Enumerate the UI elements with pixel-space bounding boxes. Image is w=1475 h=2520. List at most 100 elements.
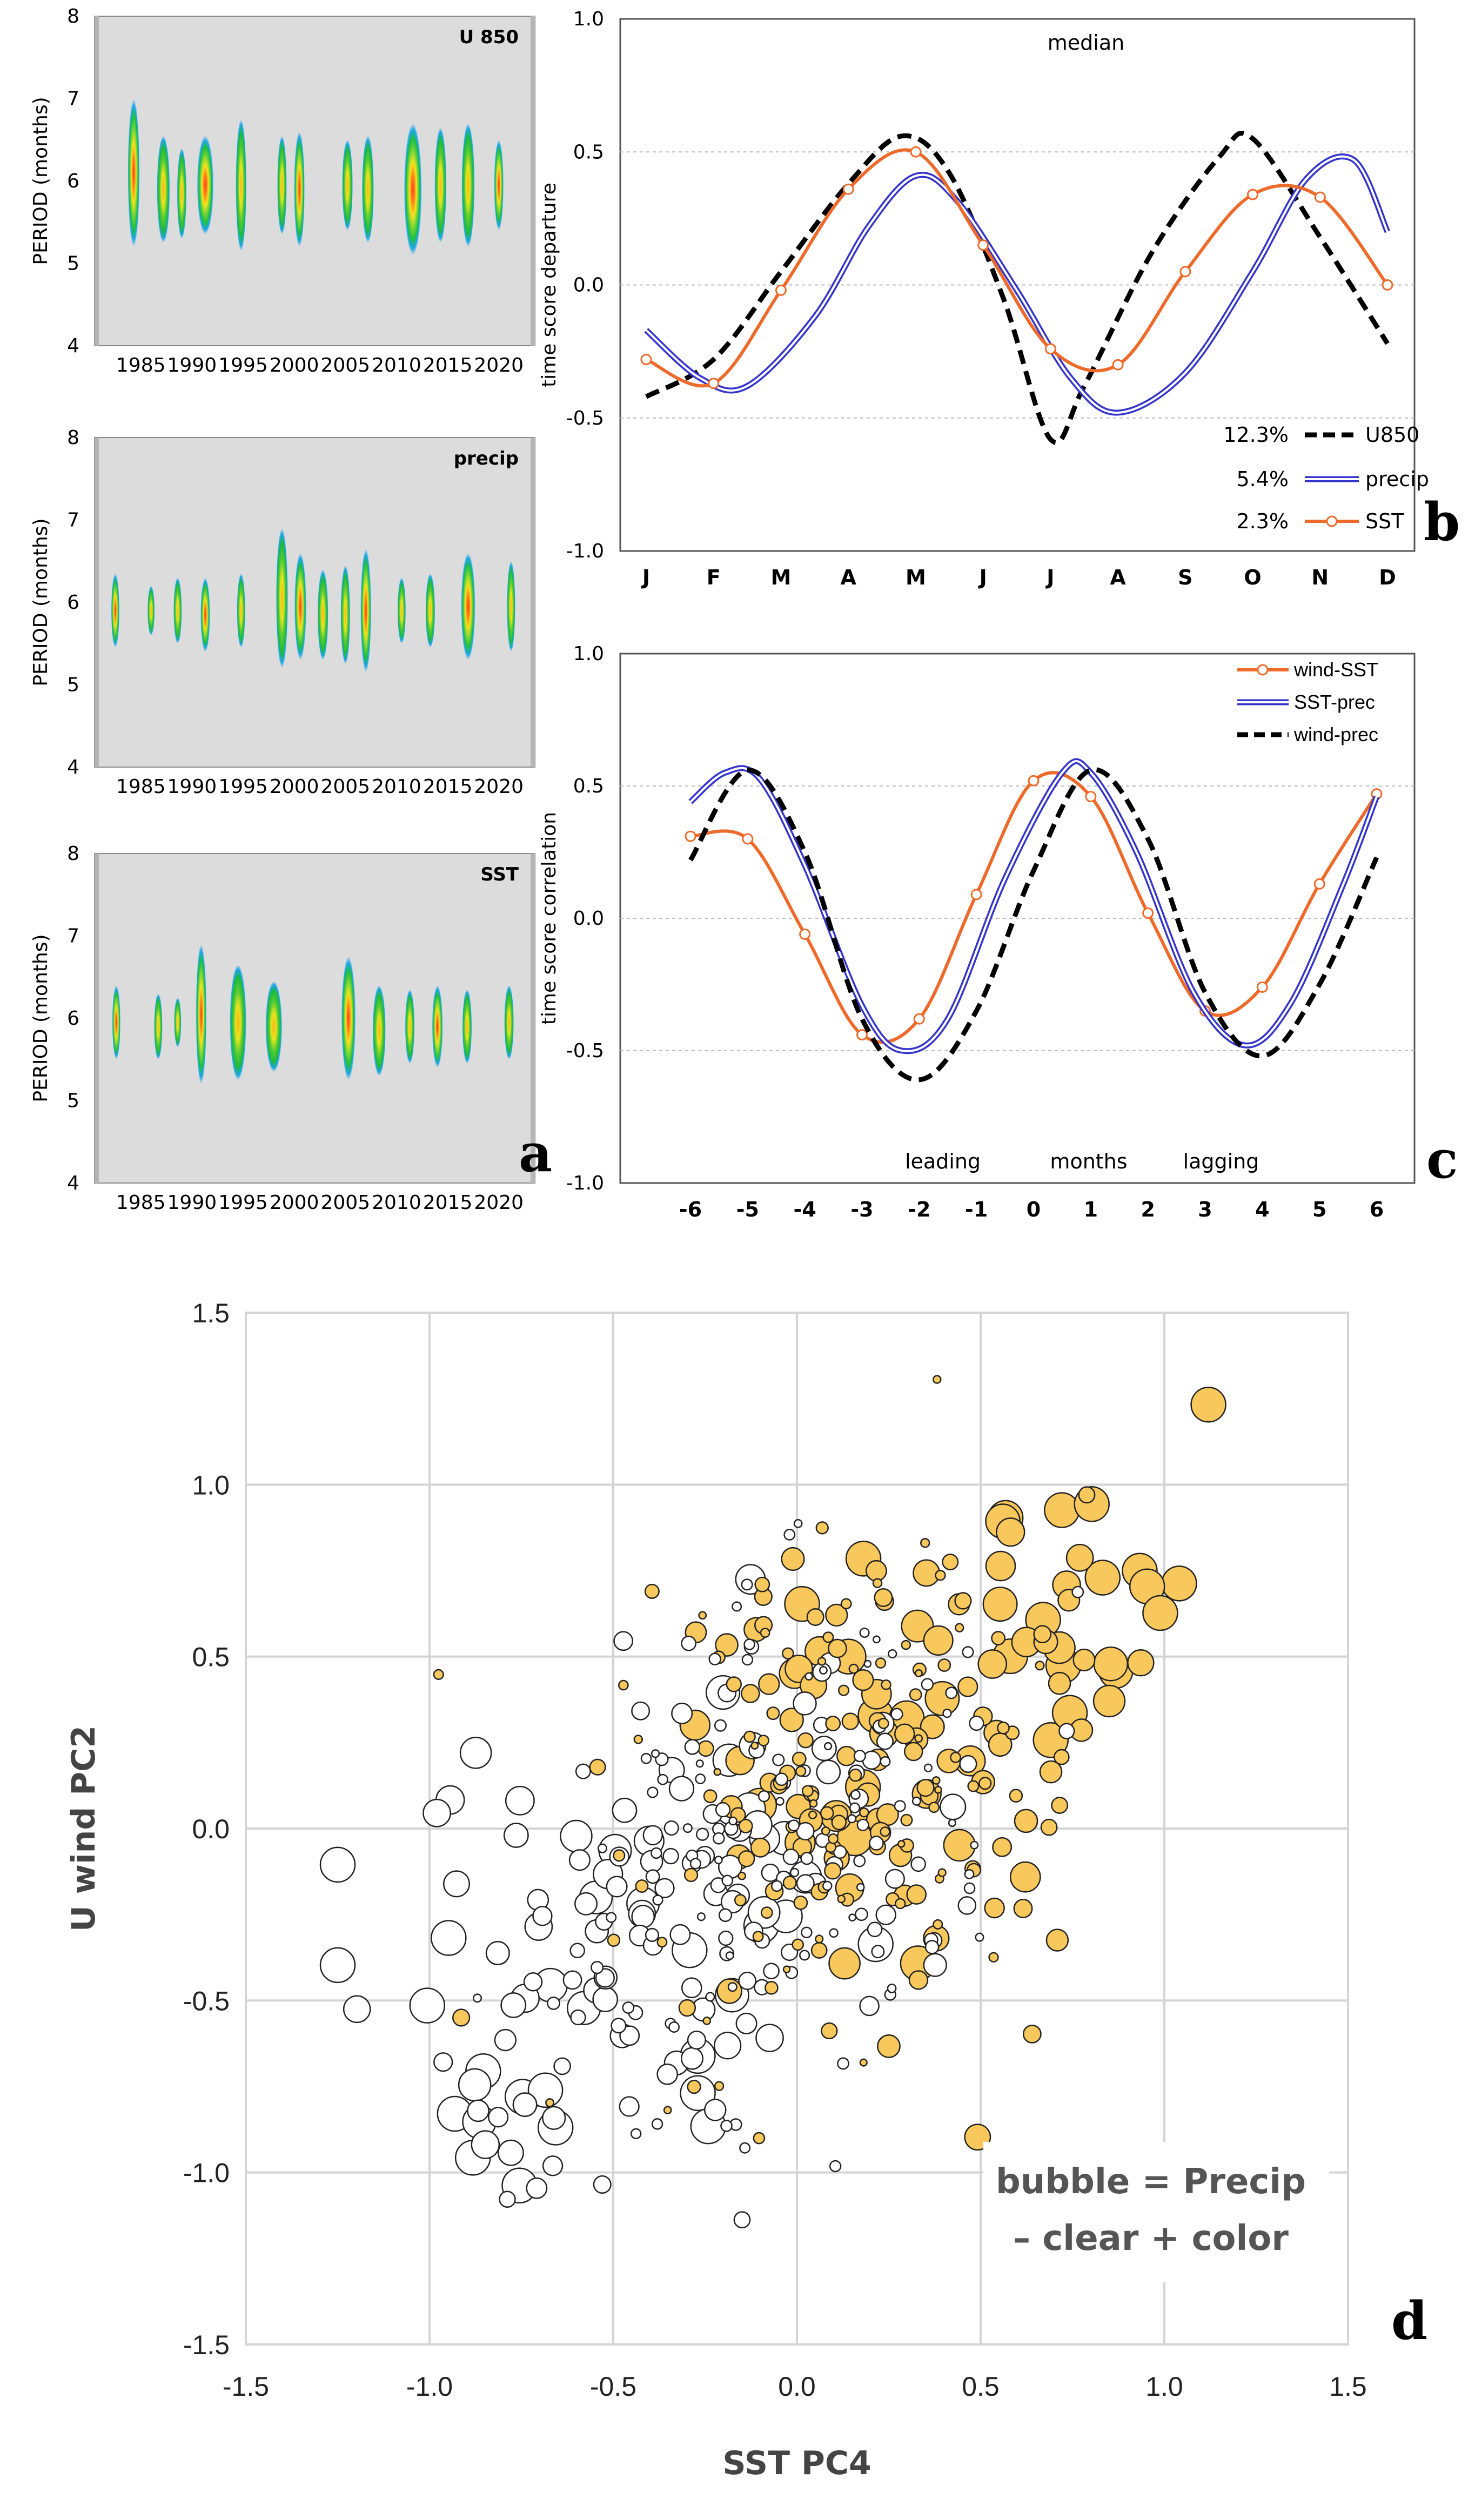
bubble <box>589 1758 606 1776</box>
series-marker <box>1142 907 1154 919</box>
bubble <box>695 1773 706 1784</box>
series-line-inner <box>689 760 1378 1052</box>
bubble <box>1142 1595 1178 1631</box>
bubble <box>825 1716 841 1731</box>
bubble <box>714 1856 723 1865</box>
bubble <box>828 1638 847 1658</box>
bubble <box>753 2132 766 2145</box>
series-marker <box>1256 981 1268 993</box>
bubble <box>877 1718 889 1729</box>
spectrum-xtick: 1990 <box>167 354 217 377</box>
bubble <box>829 2160 842 2173</box>
bubble <box>631 1905 655 1928</box>
scatter-ytick: 1.0 <box>192 1470 230 1500</box>
bubble <box>800 1852 814 1865</box>
bubble <box>696 1827 709 1841</box>
bubble <box>828 1833 839 1844</box>
legend-label-SST-prec: SST-prec <box>1294 691 1375 713</box>
spectrum-blob <box>434 127 447 243</box>
bubbles <box>319 1375 1226 2229</box>
bubble <box>560 1819 593 1853</box>
bubble <box>703 2099 727 2121</box>
annotation-lagging: lagging <box>1183 1150 1259 1173</box>
bubble <box>819 1666 828 1675</box>
bubble <box>1014 1809 1038 1833</box>
bubble <box>984 1897 1005 1919</box>
bubble <box>1045 1928 1069 1952</box>
bubble <box>852 1669 874 1691</box>
bubble <box>644 1583 660 1599</box>
bubble <box>652 1894 663 1906</box>
bubble <box>569 1943 585 1959</box>
bubble <box>595 1968 615 1988</box>
bubble <box>523 1972 543 1992</box>
bubble <box>682 1823 693 1833</box>
bubble <box>1009 1789 1023 1803</box>
legend-pct-SST: 2.3% <box>1236 509 1289 533</box>
spectrum-ytick: 4 <box>67 756 79 778</box>
bubble <box>788 1819 800 1832</box>
bubble <box>996 1517 1025 1547</box>
spectrum-title: SST <box>480 864 519 885</box>
bubble <box>765 1980 779 1995</box>
spectrum-xtick: 2010 <box>372 1192 421 1214</box>
bubble <box>1072 1648 1096 1671</box>
spectrum-blobs <box>111 528 515 673</box>
bubble <box>681 1977 702 1999</box>
spectrum-subpanel-0: U 850 4 5 6 7 8 1985 1990 1995 2000 2005 2010 2015 20… <box>30 5 535 377</box>
spectrum-blob <box>277 136 287 235</box>
bubble <box>1092 1684 1126 1718</box>
spectrum-xtick: 1995 <box>218 776 268 798</box>
bubble <box>923 1953 947 1977</box>
bubble <box>651 1847 662 1859</box>
bubble <box>796 1822 815 1840</box>
bubble <box>662 1847 679 1865</box>
bubble <box>782 1876 797 1890</box>
bubble <box>901 1639 911 1650</box>
spectrum-frame-right <box>531 854 535 1183</box>
bubble <box>591 1961 604 1974</box>
bubble <box>775 1797 785 1806</box>
bubble <box>850 1790 861 1800</box>
bubble <box>821 2022 838 2040</box>
line-xtick: J <box>641 566 650 589</box>
spectrum-xtick: 2015 <box>423 776 473 798</box>
spectrum-blob <box>504 985 514 1060</box>
bubble <box>935 1570 946 1581</box>
bubble <box>622 2001 635 2014</box>
spectrum-blob <box>177 148 187 239</box>
bubble <box>698 1740 714 1757</box>
bubble <box>894 1723 915 1744</box>
bubble <box>750 1741 759 1750</box>
bubble <box>757 1790 770 1803</box>
spectrum-blob <box>360 548 371 673</box>
line-xtick: 5 <box>1312 1198 1326 1221</box>
bubble <box>822 1880 833 1891</box>
bubble <box>911 1796 921 1806</box>
bubble <box>505 1785 535 1816</box>
spectrum-subpanel-1: precip 4 5 6 7 8 1985 1990 1995 2000 2005 2010 2015 2… <box>30 427 535 798</box>
bubble <box>485 1940 510 1966</box>
bubble <box>782 1965 791 1973</box>
series-marker <box>977 239 989 251</box>
bubble <box>848 1663 859 1674</box>
bubble <box>906 1884 927 1905</box>
bubble <box>815 1521 829 1535</box>
scatter-ytick: 0.0 <box>192 1814 230 1844</box>
line-xtick: J <box>978 566 987 589</box>
spectrum-blob <box>317 569 328 660</box>
bubble <box>732 1601 742 1612</box>
bubble <box>503 1823 529 1848</box>
bubble <box>720 2120 733 2132</box>
bubble <box>713 1832 725 1845</box>
line-ylabel: time score departure <box>538 183 560 387</box>
line-xtick: -2 <box>908 1198 930 1221</box>
series-marker <box>1313 878 1325 890</box>
bubble <box>754 1576 770 1592</box>
annotation-months: months <box>1050 1150 1127 1173</box>
line-xtick: 4 <box>1255 1198 1269 1221</box>
spectrum-blob <box>494 139 504 231</box>
scatter-xlabel: SST PC4 <box>722 2444 871 2482</box>
spectrum-ytick: 5 <box>67 674 79 696</box>
